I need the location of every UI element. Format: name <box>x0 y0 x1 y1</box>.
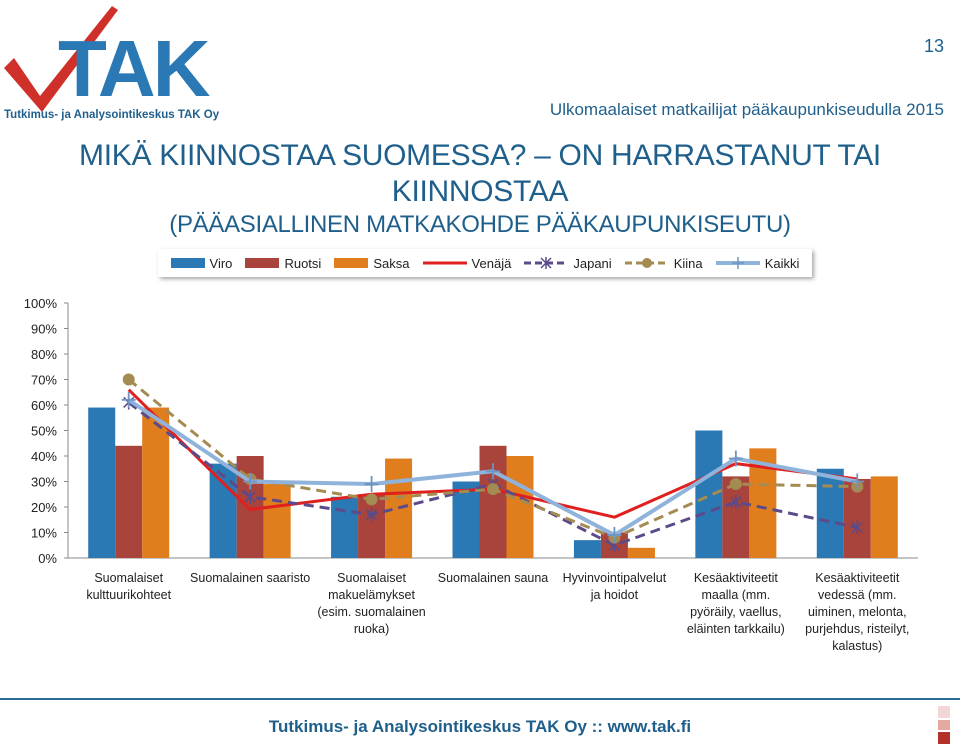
bar-viro <box>88 407 116 558</box>
x-tick-label-line: eläinten tarkkailu) <box>687 622 785 636</box>
x-tick-label: Kesäaktiviteetit vedessä (mm. uiminen, mel… <box>805 571 909 653</box>
title-line-1: MIKÄ KIINNOSTAA SUOMESSA? – ON HARRASTAN… <box>79 139 881 208</box>
legend-swatch-kaikki <box>715 257 760 269</box>
legend-swatch-venaja <box>422 261 467 265</box>
legend-swatch-saksa <box>334 258 369 268</box>
bar-viro <box>331 496 359 558</box>
page-number: 13 <box>923 36 944 56</box>
bar-ruotsi <box>479 445 507 558</box>
x-tick-label: Kesäaktiviteetit maalla (mm. pyöräily, vae… <box>687 571 785 636</box>
bar-saksa <box>506 456 534 558</box>
x-tick-label-line: purjehdus, risteilyt, <box>805 622 909 636</box>
bar-ruotsi <box>115 445 143 558</box>
y-tick-label: 30% <box>31 475 57 490</box>
marker-kaikki <box>243 473 258 490</box>
x-tick-label: Suomalainen saaristo <box>190 571 310 585</box>
marker-japani <box>851 520 863 535</box>
bar-saksa <box>627 547 655 558</box>
legend-item-ruotsi: Ruotsi <box>245 256 321 271</box>
bar-saksa <box>263 484 291 558</box>
x-tick-label-line: vedessä (mm. <box>818 588 897 602</box>
x-tick-label-line: Kesäaktiviteetit <box>694 571 779 585</box>
logo-subtitle: Tutkimus- ja Analysointikeskus TAK Oy <box>4 109 220 121</box>
x-tick-label-line: Kesäaktiviteetit <box>815 571 900 585</box>
marker-japani <box>730 494 742 509</box>
header-caption: Ulkomaalaiset matkailijat pääkaupunkiseu… <box>549 100 944 119</box>
legend-item-kiina: Kiina <box>624 256 703 271</box>
marker-japani <box>244 489 256 504</box>
page-title: MIKÄ KIINNOSTAA SUOMESSA? – ON HARRASTAN… <box>10 138 950 240</box>
x-tick-label: Suomalainen sauna <box>438 571 549 585</box>
x-tick-label-line: Suomalainen sauna <box>438 571 549 585</box>
x-tick-label-line: uiminen, melonta, <box>808 605 907 619</box>
bar-viro <box>209 463 237 558</box>
x-tick-label: Suomalaiset makuelämykset (esim. suomalain… <box>317 571 425 636</box>
legend-swatch-ruotsi <box>245 258 280 268</box>
footer-text: Tutkimus- ja Analysointikeskus TAK Oy ::… <box>268 717 692 736</box>
legend-item-kaikki: Kaikki <box>715 256 799 271</box>
legend-item-japani: Japani <box>524 256 612 271</box>
y-tick-label: 90% <box>31 322 57 337</box>
x-tick-label-line: ja hoidot <box>590 588 639 602</box>
bar-saksa <box>870 476 898 558</box>
x-tick-label-line: Suomalainen saaristo <box>190 571 310 585</box>
marker-kaikki <box>607 527 622 544</box>
legend-swatch-viro <box>170 258 205 268</box>
x-tick-label-line: kalastus) <box>832 639 882 653</box>
legend-item-viro: Viro <box>170 256 232 271</box>
y-tick-label: 80% <box>31 347 57 362</box>
x-tick-label-line: Suomalaiset <box>337 571 406 585</box>
tak-logo: TAK Tutkimus- ja Analysointikeskus TAK O… <box>4 6 220 121</box>
legend-swatch-japani <box>524 257 569 269</box>
x-tick-label-line: kulttuurikohteet <box>86 588 171 602</box>
y-tick-label: 0% <box>38 551 57 566</box>
x-tick-label-line: (esim. suomalainen <box>317 605 425 619</box>
y-tick-label: 40% <box>31 449 57 464</box>
y-tick-label: 100% <box>24 296 58 311</box>
bar-viro <box>573 540 601 558</box>
legend-item-venaja: Venäjä <box>422 256 511 271</box>
chart-legend: Viro Ruotsi Saksa Venäjä Japani Kiina Ka… <box>158 249 812 277</box>
title-line-2: (PÄÄASIALLINEN MATKAKOHDE PÄÄKAUPUNKISEU… <box>169 211 791 238</box>
x-tick-label: Suomalaiset kulttuurikohteet <box>86 571 171 602</box>
interest-chart: 0% 10% 20% 30% 40% 50% 60% 70% 80% 90% 100% Suomala… <box>24 296 918 653</box>
x-tick-label-line: makuelämykset <box>328 588 415 602</box>
marker-kaikki <box>121 391 136 408</box>
y-tick-label: 70% <box>31 373 57 388</box>
bar-viro <box>452 481 480 558</box>
marker-kiina <box>365 493 378 506</box>
legend-item-saksa: Saksa <box>334 256 410 271</box>
x-tick-label-line: Suomalaiset <box>94 571 163 585</box>
marker-kiina <box>487 483 499 496</box>
x-tick-label: Hyvinvointipalvelut ja hoidot <box>563 571 667 602</box>
marker-kaikki <box>486 463 500 480</box>
footer-divider <box>0 698 960 700</box>
bar-viro <box>816 468 844 558</box>
marker-kaikki <box>364 476 379 493</box>
y-tick-label: 60% <box>31 398 57 413</box>
y-tick-label: 20% <box>31 500 57 515</box>
x-tick-label-line: maalla (mm. <box>701 588 770 602</box>
logo-text: TAK <box>58 24 211 113</box>
marker-kiina <box>729 478 742 491</box>
y-tick-label: 50% <box>31 424 57 439</box>
bar-saksa <box>142 407 170 558</box>
corner-decoration <box>938 706 950 744</box>
bar-viro <box>695 430 723 558</box>
marker-kiina <box>122 373 135 386</box>
x-tick-label-line: pyöräily, vaellus, <box>690 605 781 619</box>
legend-swatch-kiina <box>624 258 669 268</box>
x-tick-label-line: Hyvinvointipalvelut <box>563 571 667 585</box>
x-tick-label-line: ruoka) <box>354 622 389 636</box>
marker-kaikki <box>850 473 865 490</box>
marker-kaikki <box>728 450 743 467</box>
logo-checkmark-icon <box>4 6 118 112</box>
marker-japani <box>366 507 378 522</box>
y-tick-label: 10% <box>31 526 57 541</box>
